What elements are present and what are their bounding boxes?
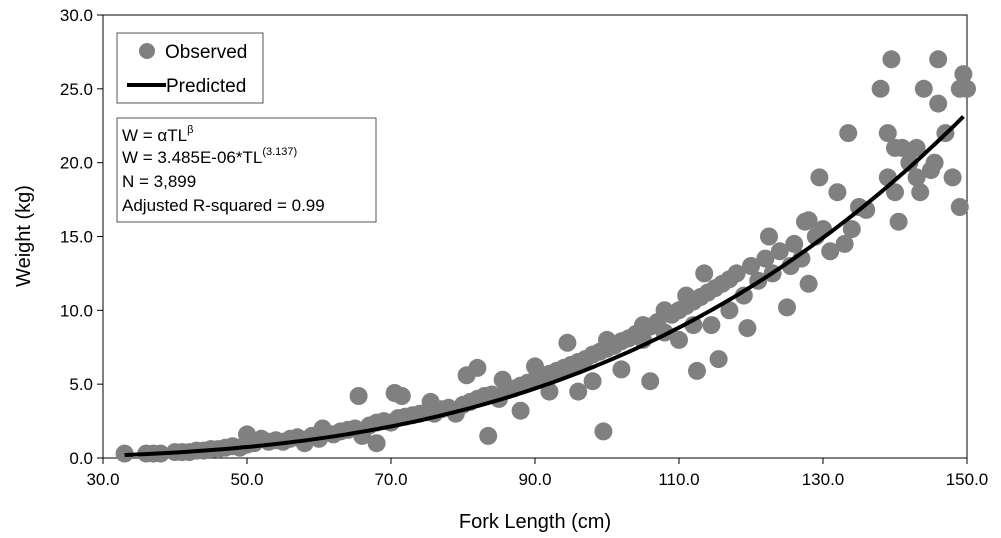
observed-point: [349, 387, 368, 405]
observed-point: [742, 257, 760, 275]
x-tick-label: 150.0: [946, 470, 989, 489]
observed-point: [900, 153, 919, 172]
observed-point: [727, 264, 746, 283]
observed-point: [929, 50, 948, 69]
observed-point: [871, 79, 890, 98]
observed-point: [468, 358, 487, 377]
legend-observed-marker: [139, 43, 155, 59]
equation-line-2-base: W = 3.485E-06*TL: [122, 148, 262, 167]
observed-point: [925, 153, 944, 172]
observed-point: [886, 183, 904, 202]
observed-point: [612, 360, 631, 379]
observed-point: [950, 198, 969, 216]
equation-line-4: Adjusted R-squared = 0.99: [122, 196, 325, 215]
observed-point: [889, 212, 908, 231]
observed-point: [907, 138, 926, 157]
y-axis-title: Weight (kg): [13, 185, 35, 287]
observed-point: [569, 382, 588, 401]
observed-point: [702, 316, 721, 335]
observed-point: [594, 422, 613, 441]
observed-point: [734, 286, 753, 305]
observed-point: [738, 319, 757, 338]
observed-point: [770, 242, 789, 261]
observed-point: [839, 124, 858, 143]
x-tick-label: 50.0: [230, 470, 263, 489]
observed-point: [709, 350, 728, 369]
observed-point: [688, 361, 706, 380]
observed-point: [799, 211, 818, 230]
equation-line-1: W = αTLβ: [122, 124, 193, 145]
observed-point: [756, 249, 775, 268]
observed-point: [914, 79, 933, 98]
equation-line-1-sup: β: [187, 124, 193, 136]
y-tick-label: 5.0: [69, 375, 93, 394]
observed-point: [911, 183, 930, 202]
observed-point: [778, 298, 796, 317]
observed-point: [821, 242, 840, 261]
equation-box: W = αTLβ W = 3.485E-06*TL(3.137) N = 3,8…: [116, 117, 377, 223]
equation-line-3: N = 3,899: [122, 172, 196, 191]
observed-point: [558, 333, 577, 352]
x-tick-label: 130.0: [802, 470, 845, 489]
x-tick-label: 110.0: [658, 470, 699, 489]
observed-point: [392, 387, 411, 405]
equation-line-1-base: W = αTL: [122, 126, 187, 145]
y-axis: 0.0 5.0 10.0 15.0 20.0 25.0 30.0: [60, 6, 103, 468]
y-tick-label: 10.0: [60, 301, 93, 320]
legend: Observed Predicted: [116, 32, 264, 104]
observed-point: [760, 227, 778, 246]
observed-point: [799, 274, 818, 293]
equation-line-2: W = 3.485E-06*TL(3.137): [122, 146, 297, 167]
observed-point: [835, 234, 854, 253]
equation-line-2-sup: (3.137): [262, 146, 297, 158]
observed-point: [882, 50, 901, 69]
legend-observed-label: Observed: [165, 42, 247, 63]
observed-point: [695, 264, 714, 283]
x-tick-label: 30.0: [86, 470, 119, 489]
legend-predicted-label: Predicted: [166, 76, 246, 97]
x-axis-title: Fork Length (cm): [459, 511, 611, 533]
observed-point: [893, 138, 912, 157]
observed-point: [785, 234, 804, 253]
x-tick-label: 90.0: [518, 470, 551, 489]
observed-point: [842, 220, 861, 239]
observed-point: [583, 372, 602, 391]
observed-point: [367, 434, 386, 453]
y-tick-label: 0.0: [69, 449, 93, 468]
y-tick-label: 25.0: [60, 80, 93, 99]
observed-point: [511, 401, 530, 420]
y-tick-label: 30.0: [60, 6, 93, 25]
y-tick-label: 20.0: [60, 154, 93, 173]
legend-box: [116, 32, 264, 104]
observed-point: [929, 94, 948, 113]
observed-point: [479, 426, 498, 445]
y-tick-label: 15.0: [60, 228, 93, 247]
observed-point: [670, 330, 688, 349]
predicted-curve: [124, 115, 965, 457]
observed-point: [958, 79, 976, 98]
observed-point: [828, 183, 847, 202]
x-tick-label: 70.0: [374, 470, 407, 489]
x-axis: 30.0 50.0 70.0 90.0 110.0 130.0 150.0: [86, 458, 988, 489]
observed-point: [943, 168, 962, 187]
equation-box-frame: [116, 117, 377, 223]
observed-point: [641, 372, 660, 391]
observed-point: [720, 301, 739, 320]
observed-point: [810, 168, 829, 187]
observed-point: [878, 124, 897, 143]
observed-point: [907, 168, 926, 187]
observed-point: [954, 65, 973, 84]
